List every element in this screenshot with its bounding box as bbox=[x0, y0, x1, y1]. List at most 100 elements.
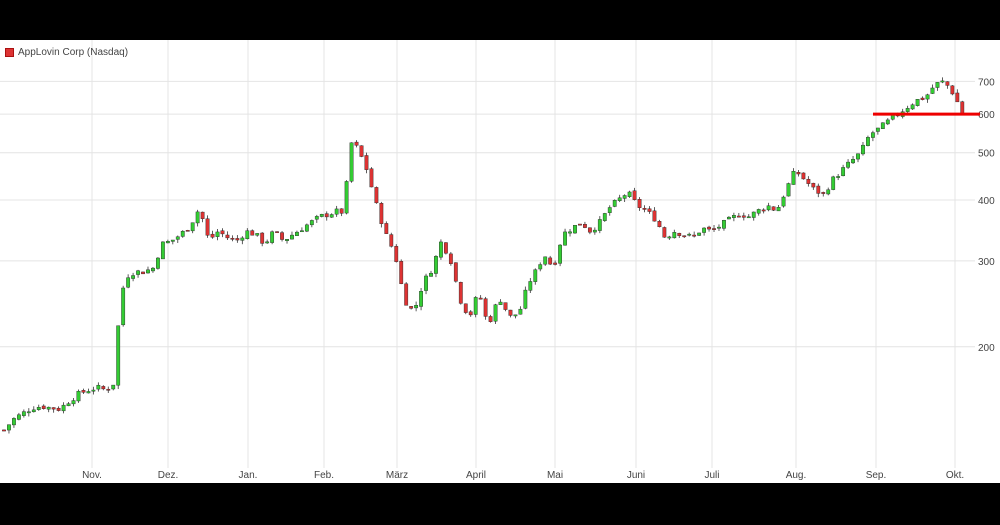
candle-body bbox=[419, 291, 423, 307]
candle-body bbox=[190, 222, 195, 232]
candle-body bbox=[632, 190, 637, 200]
candle-body bbox=[295, 231, 299, 236]
candle-body bbox=[821, 192, 826, 194]
candle-body bbox=[96, 384, 101, 390]
candle-body bbox=[597, 219, 602, 231]
x-tick-label: Aug. bbox=[786, 470, 807, 481]
candle-body bbox=[126, 277, 131, 288]
candle-body bbox=[275, 231, 279, 233]
candle-body bbox=[344, 181, 349, 214]
candle-body bbox=[617, 197, 622, 201]
candle-body bbox=[667, 236, 672, 239]
candle-body bbox=[712, 228, 716, 230]
candle-body bbox=[394, 246, 399, 262]
candle-body bbox=[831, 176, 836, 190]
candle-body bbox=[91, 389, 96, 392]
candle-body bbox=[573, 225, 577, 234]
candle-body bbox=[473, 297, 478, 315]
candle-body bbox=[61, 404, 66, 412]
candle-body bbox=[255, 233, 260, 236]
candle-body bbox=[607, 207, 612, 213]
candle-body bbox=[563, 231, 567, 246]
candle-body bbox=[637, 199, 642, 208]
y-tick-label: 700 bbox=[978, 77, 995, 88]
x-tick-label: Dez. bbox=[158, 470, 179, 481]
candle-body bbox=[364, 155, 369, 170]
candle-body bbox=[280, 232, 284, 240]
candle-body bbox=[448, 253, 453, 264]
candle-body bbox=[195, 211, 200, 224]
candle-body bbox=[175, 236, 180, 240]
candle-body bbox=[260, 232, 265, 244]
legend-label: AppLovin Corp (Nasdaq) bbox=[18, 47, 129, 58]
chart-panel: 200 300 400 500 600 700 Nov. Dez. Jan. Feb. März Ap… bbox=[0, 40, 1000, 483]
candle-body bbox=[215, 231, 220, 237]
candle-body bbox=[354, 141, 359, 146]
y-tick-label: 200 bbox=[978, 343, 995, 354]
candle-body bbox=[453, 262, 458, 282]
candle-body bbox=[165, 241, 170, 244]
candle-body bbox=[409, 306, 414, 309]
candle-body bbox=[170, 239, 175, 242]
candle-body bbox=[717, 226, 721, 229]
candle-body bbox=[558, 244, 562, 264]
y-tick-label: 400 bbox=[978, 196, 995, 207]
candle-body bbox=[21, 411, 26, 416]
candle-body bbox=[836, 176, 841, 178]
candle-body bbox=[513, 314, 518, 317]
candle-body bbox=[36, 407, 41, 410]
candle-body bbox=[940, 80, 945, 83]
candle-body bbox=[131, 275, 135, 279]
candle-body bbox=[642, 208, 647, 210]
candle-body bbox=[2, 429, 6, 432]
candle-body bbox=[856, 153, 860, 160]
candle-body bbox=[568, 231, 572, 234]
candle-body bbox=[200, 211, 205, 219]
candle-body bbox=[801, 172, 806, 180]
candle-body bbox=[384, 223, 389, 234]
candle-body bbox=[7, 424, 11, 431]
x-tick-label: Feb. bbox=[314, 470, 334, 481]
candle-body bbox=[210, 233, 215, 238]
candle-body bbox=[533, 269, 538, 282]
candle-body bbox=[553, 262, 558, 265]
candle-body bbox=[220, 230, 225, 235]
candle-body bbox=[205, 218, 210, 236]
candle-body bbox=[960, 101, 965, 114]
candle-body bbox=[12, 418, 16, 426]
candle-body bbox=[334, 208, 339, 215]
candle-body bbox=[910, 104, 915, 110]
y-tick-label: 600 bbox=[978, 110, 995, 121]
candle-body bbox=[503, 302, 508, 310]
x-tick-label: Okt. bbox=[946, 470, 964, 481]
candle-body bbox=[493, 304, 498, 322]
candle-body bbox=[806, 178, 811, 184]
candle-body bbox=[160, 241, 165, 260]
candle-body bbox=[434, 256, 438, 274]
candle-body bbox=[16, 414, 21, 420]
candle-body bbox=[314, 216, 319, 220]
y-tick-label: 300 bbox=[978, 257, 995, 268]
candle-body bbox=[781, 196, 786, 207]
candle-body bbox=[538, 264, 543, 270]
candle-body bbox=[31, 409, 36, 413]
candle-body bbox=[682, 235, 687, 238]
candle-body bbox=[851, 158, 855, 164]
candle-body bbox=[458, 282, 463, 304]
candle-body bbox=[235, 238, 240, 241]
candle-body bbox=[81, 390, 86, 393]
candle-body bbox=[488, 316, 493, 322]
candle-body bbox=[622, 195, 627, 199]
candle-body bbox=[746, 216, 751, 219]
candle-body bbox=[727, 216, 731, 220]
candle-body bbox=[399, 261, 404, 284]
candle-body bbox=[751, 211, 756, 218]
candle-body bbox=[672, 232, 677, 239]
candle-body bbox=[116, 325, 121, 386]
candle-body bbox=[945, 81, 950, 86]
candle-body bbox=[866, 137, 870, 146]
candle-body bbox=[587, 227, 592, 233]
candle-body bbox=[811, 182, 816, 188]
candle-body bbox=[702, 227, 706, 233]
